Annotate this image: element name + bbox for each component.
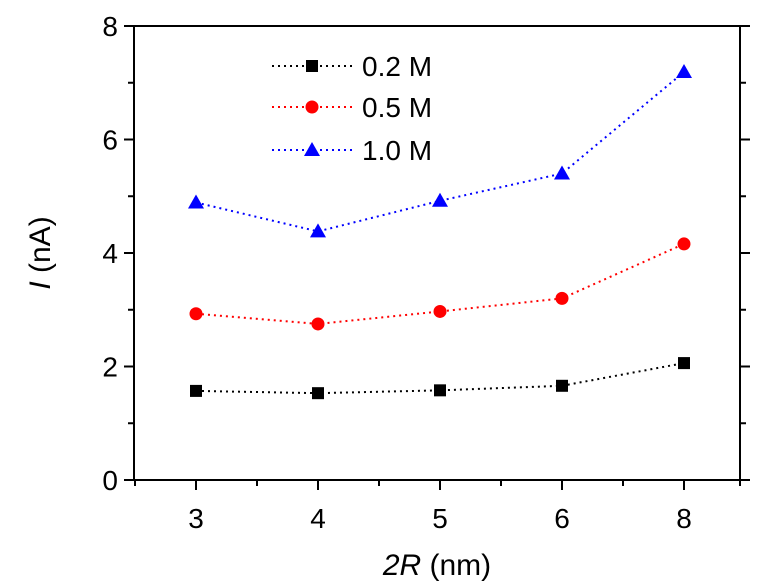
- data-point-0: [678, 357, 690, 370]
- x-tick-label: 6: [554, 503, 570, 534]
- y-axis-title: I (nA): [24, 216, 57, 289]
- legend-marker: [306, 60, 318, 72]
- data-point-0: [312, 387, 324, 400]
- data-point-1: [677, 237, 691, 251]
- data-point-2: [554, 165, 570, 180]
- data-point-2: [188, 194, 204, 209]
- data-point-1: [311, 317, 325, 331]
- data-point-0: [434, 384, 446, 397]
- x-tick-label: 8: [676, 503, 692, 534]
- data-point-1: [555, 291, 569, 305]
- y-tick-label: 2: [102, 352, 118, 383]
- x-tick-label: 5: [432, 503, 448, 534]
- plot-frame: [133, 25, 741, 481]
- data-point-2: [676, 63, 692, 78]
- data-point-0: [556, 379, 568, 392]
- y-tick-label: 4: [102, 238, 118, 269]
- y-tick-label: 8: [102, 11, 118, 42]
- legend-label: 0.5 M: [362, 92, 432, 123]
- legend-marker: [304, 142, 320, 156]
- data-point-2: [432, 192, 448, 207]
- x-axis-title: 2R (nm): [382, 549, 491, 582]
- data-point-0: [190, 384, 202, 397]
- series-line-2: [195, 71, 685, 233]
- y-tick-label: 0: [102, 465, 118, 496]
- legend-marker: [305, 100, 319, 114]
- data-point-1: [433, 304, 447, 318]
- x-tick-label: 3: [188, 503, 204, 534]
- y-tick-label: 6: [102, 125, 118, 156]
- data-point-1: [189, 307, 203, 321]
- data-point-2: [310, 223, 326, 238]
- legend-label: 1.0 M: [362, 135, 432, 166]
- legend-label: 0.2 M: [362, 51, 432, 82]
- x-tick-label: 4: [310, 503, 326, 534]
